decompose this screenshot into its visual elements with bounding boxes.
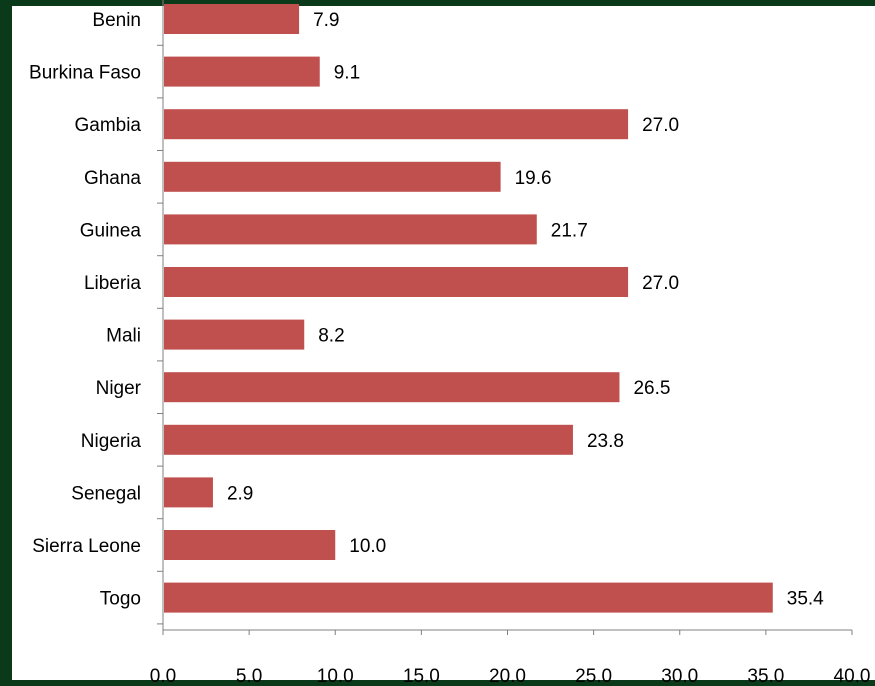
- value-label: 9.1: [334, 63, 360, 84]
- category-label: Ghana: [84, 168, 141, 189]
- value-label: 23.8: [587, 431, 624, 452]
- bar-sierra-leone: [164, 530, 336, 560]
- x-tick-label: 5.0: [236, 666, 262, 686]
- category-label: Sierra Leone: [32, 536, 141, 557]
- bar-liberia: [164, 267, 629, 297]
- category-label: Senegal: [71, 483, 141, 504]
- value-label: 27.0: [642, 273, 679, 294]
- value-label: 26.5: [633, 378, 670, 399]
- category-label: Guinea: [80, 220, 142, 241]
- value-label: 19.6: [515, 168, 552, 189]
- category-label: Nigeria: [81, 431, 142, 452]
- bar-togo: [164, 582, 773, 613]
- x-tick-label: 30.0: [661, 666, 698, 686]
- x-tick-label: 40.0: [834, 666, 871, 686]
- x-tick-label: 20.0: [489, 666, 526, 686]
- category-label: Benin: [92, 10, 141, 31]
- category-label: Niger: [96, 378, 142, 399]
- bar-mali: [164, 319, 305, 350]
- bar-ghana: [164, 161, 501, 192]
- x-tick-label: 15.0: [403, 666, 440, 686]
- value-label: 2.9: [227, 483, 253, 504]
- value-label: 10.0: [349, 536, 386, 557]
- category-label: Burkina Faso: [29, 63, 141, 84]
- bar-niger: [164, 372, 620, 403]
- value-label: 35.4: [787, 589, 824, 610]
- category-label: Togo: [100, 589, 141, 610]
- value-label: 27.0: [642, 115, 679, 136]
- bar-senegal: [164, 477, 213, 508]
- value-label: 21.7: [551, 220, 588, 241]
- value-label: 8.2: [318, 326, 344, 347]
- x-tick-label: 10.0: [317, 666, 354, 686]
- x-tick-label: 35.0: [747, 666, 784, 686]
- bar-guinea: [164, 214, 537, 245]
- value-label: 7.9: [313, 10, 339, 31]
- bar-gambia: [164, 109, 629, 140]
- bar-benin: [164, 4, 300, 34]
- category-label: Mali: [106, 326, 141, 347]
- x-tick-label: 0.0: [150, 666, 176, 686]
- x-tick-label: 25.0: [575, 666, 612, 686]
- category-label: Gambia: [74, 115, 141, 136]
- bar-burkina-faso: [164, 56, 320, 87]
- category-label: Liberia: [84, 273, 141, 294]
- bar-nigeria: [164, 424, 573, 455]
